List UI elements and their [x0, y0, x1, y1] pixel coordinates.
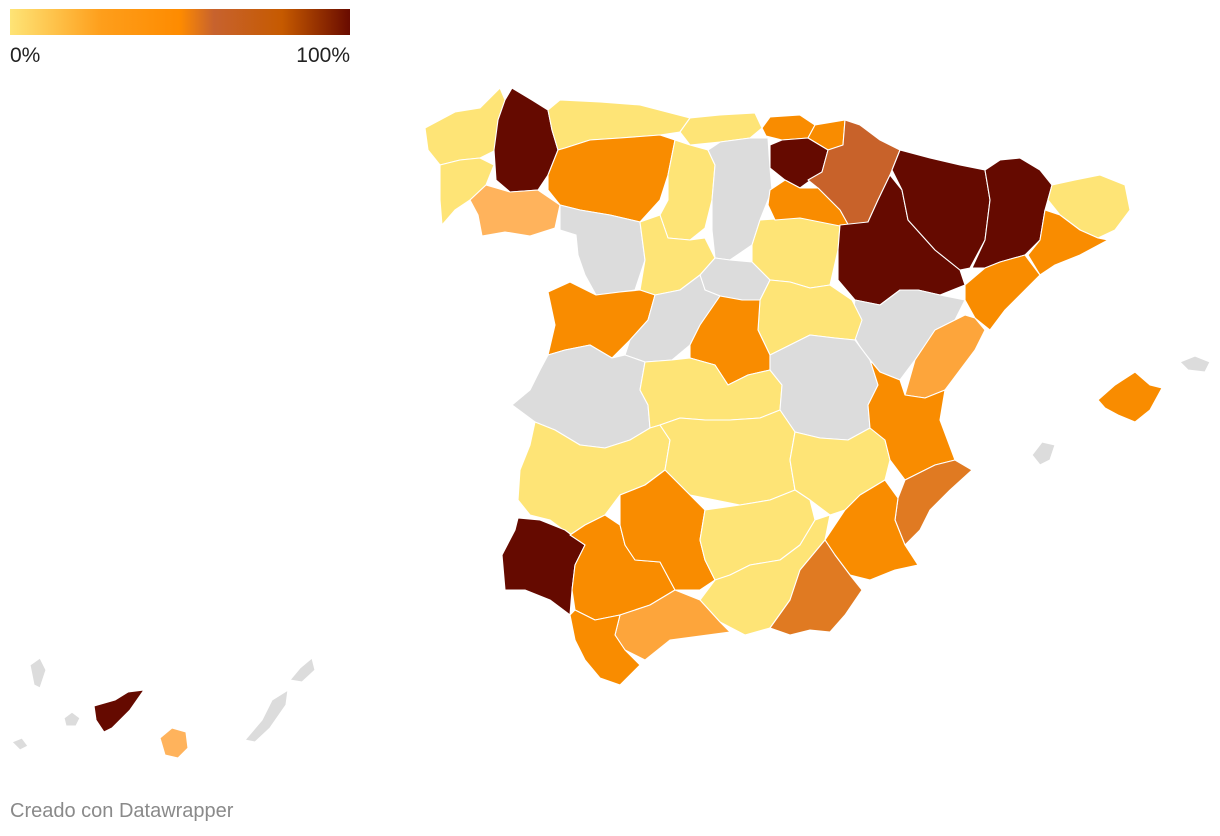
province-almeria[interactable]: [769, 539, 863, 636]
province-girona[interactable]: [1047, 174, 1131, 239]
island-mallorca[interactable]: [1097, 371, 1163, 423]
island-tenerife[interactable]: [93, 689, 145, 733]
island-el-hierro[interactable]: [11, 737, 29, 751]
province-palencia[interactable]: [659, 139, 716, 241]
province-layer: [11, 87, 1211, 759]
island-la-gomera[interactable]: [63, 711, 81, 727]
island-menorca[interactable]: [1179, 355, 1211, 373]
province-a-coruna[interactable]: [424, 87, 506, 166]
province-barcelona[interactable]: [1027, 209, 1109, 276]
province-lleida[interactable]: [971, 157, 1053, 269]
legend-min-label: 0%: [10, 44, 41, 67]
island-ibiza[interactable]: [1031, 441, 1056, 466]
credit-text: Creado con Datawrapper: [10, 800, 234, 822]
legend-gradient-bar: [10, 9, 350, 35]
island-la-palma[interactable]: [29, 657, 47, 689]
island-gran-canaria[interactable]: [159, 727, 189, 759]
province-castellon[interactable]: [904, 314, 986, 399]
province-cadiz[interactable]: [569, 609, 641, 686]
province-bizkaia[interactable]: [761, 114, 816, 141]
province-ourense[interactable]: [469, 184, 561, 237]
province-huesca[interactable]: [891, 149, 991, 271]
province-tarragona[interactable]: [964, 254, 1041, 331]
color-legend: 0% 100%: [10, 9, 350, 67]
island-fuerteventura[interactable]: [244, 689, 289, 743]
legend-max-label: 100%: [296, 44, 350, 67]
island-lanzarote[interactable]: [289, 657, 316, 683]
